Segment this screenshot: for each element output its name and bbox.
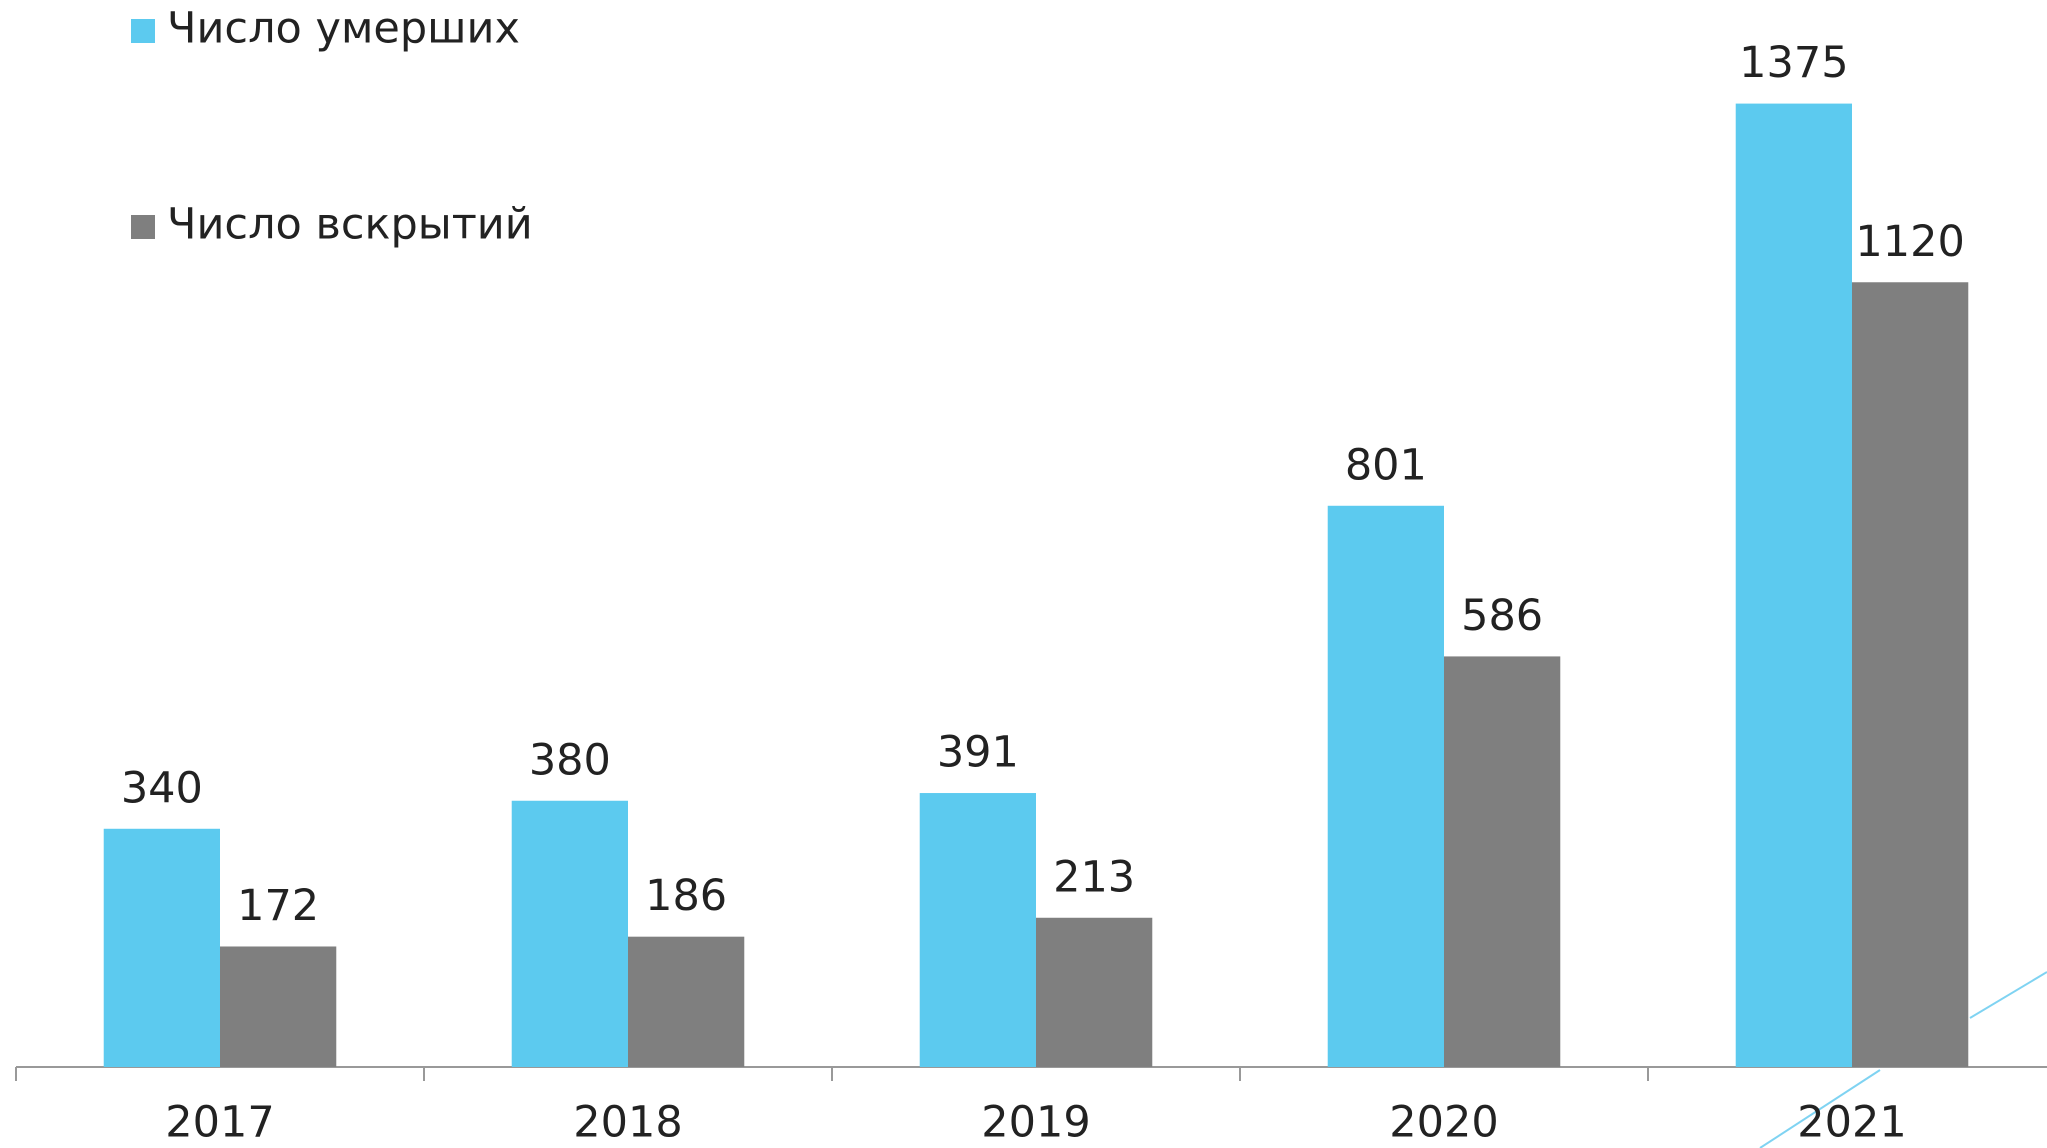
value-label: 340 bbox=[121, 763, 203, 813]
x-tick-label: 2021 bbox=[1797, 1098, 1906, 1148]
value-label: 213 bbox=[1053, 852, 1135, 902]
value-label: 586 bbox=[1461, 591, 1543, 641]
bar bbox=[103, 828, 220, 1067]
value-label: 380 bbox=[529, 735, 611, 785]
decor-line bbox=[1759, 1069, 1881, 1148]
bar bbox=[511, 800, 628, 1067]
value-label: 801 bbox=[1345, 440, 1427, 490]
value-label: 186 bbox=[645, 871, 727, 921]
value-label: 172 bbox=[237, 881, 319, 931]
value-label: 1375 bbox=[1739, 38, 1848, 88]
decor-line bbox=[1969, 971, 2047, 1019]
bar bbox=[1327, 505, 1444, 1067]
bar bbox=[628, 936, 745, 1067]
legend-swatch bbox=[131, 19, 155, 43]
value-label: 391 bbox=[937, 728, 1019, 778]
bar bbox=[1852, 282, 1969, 1067]
legend-swatch bbox=[131, 215, 155, 239]
bar bbox=[1735, 103, 1852, 1067]
legend-label: Число вскрытий bbox=[167, 200, 533, 250]
x-tick-label: 2019 bbox=[981, 1098, 1090, 1148]
x-tick-label: 2020 bbox=[1389, 1098, 1498, 1148]
x-tick-label: 2017 bbox=[165, 1098, 274, 1148]
legend-label: Число умерших bbox=[167, 4, 520, 54]
bar bbox=[1036, 917, 1153, 1067]
bar bbox=[1444, 656, 1561, 1067]
bar bbox=[919, 793, 1036, 1067]
value-label: 1120 bbox=[1855, 217, 1964, 267]
bar bbox=[220, 946, 337, 1067]
x-tick-label: 2018 bbox=[573, 1098, 682, 1148]
